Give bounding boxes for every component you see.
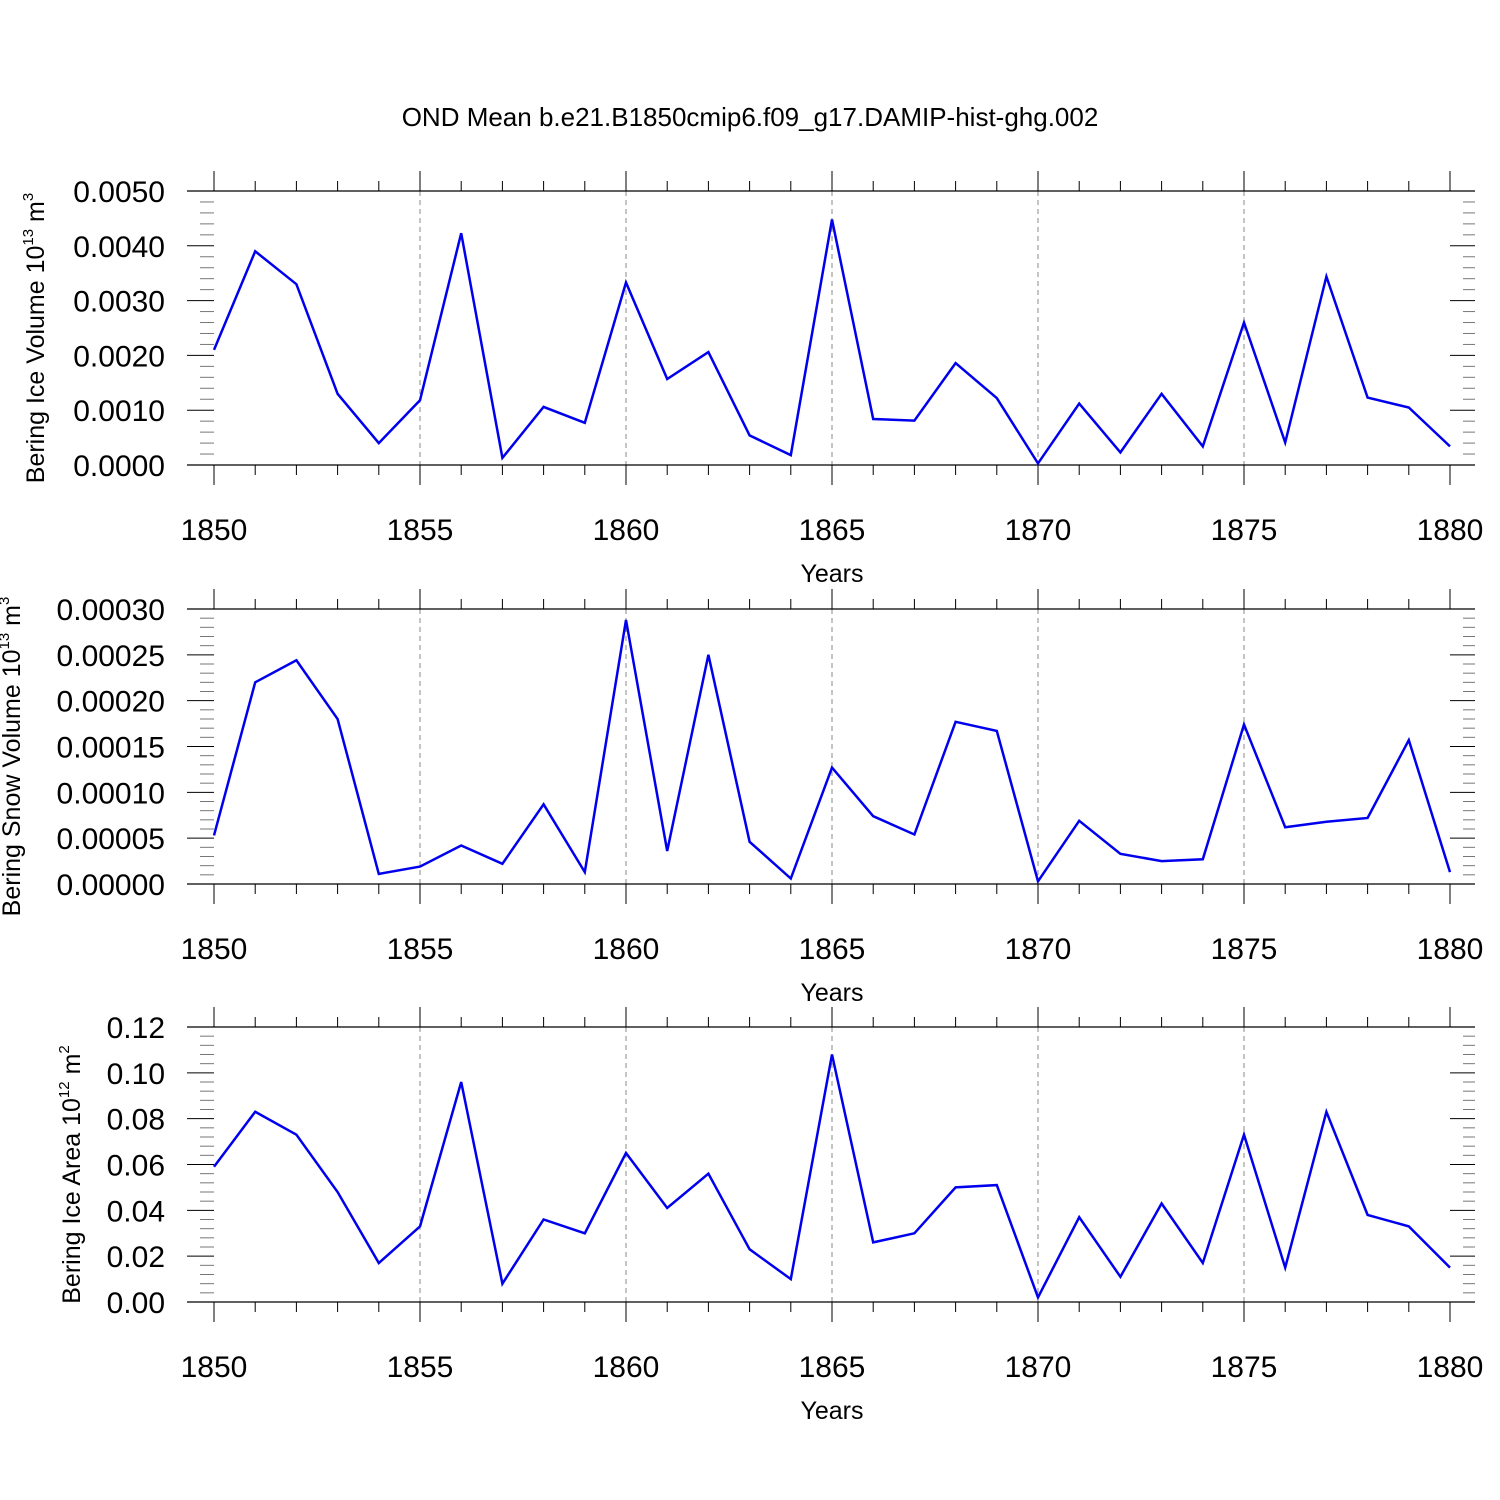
x-axis-label: Years	[800, 979, 863, 1007]
y-tick-label: 0.08	[107, 1104, 165, 1137]
y-tick-label: 0.0030	[73, 286, 165, 319]
y-tick-label: 0.00025	[57, 640, 165, 673]
x-tick-label: 1860	[593, 933, 660, 966]
y-tick-label: 0.06	[107, 1150, 165, 1183]
y-tick-label: 0.0010	[73, 395, 165, 428]
y-tick-label: 0.00005	[57, 823, 165, 856]
x-axis-label: Years	[800, 560, 863, 588]
chart-panel-3: 1850 1855 1860 1865 1870 1875 1880 Years 0.00 0.0…	[56, 1007, 1483, 1425]
x-tick-label: 1855	[387, 514, 454, 547]
y-axis-label: Bering Ice Area 1012 m2	[56, 1045, 86, 1304]
x-tick-label: 1865	[799, 933, 866, 966]
x-tick-label: 1860	[593, 514, 660, 547]
x-tick-label: 1880	[1417, 514, 1484, 547]
series-line	[212, 619, 1452, 885]
x-tick-label: 1870	[1005, 1351, 1072, 1384]
y-tick-label: 0.0020	[73, 340, 165, 373]
y-tick-label: 0.0000	[73, 450, 165, 483]
y-tick-label: 0.00	[107, 1287, 165, 1320]
x-tick-label: 1880	[1417, 1351, 1484, 1384]
x-tick-label: 1850	[181, 1351, 248, 1384]
y-tick-label: 0.00000	[57, 869, 165, 902]
chart-panel-2: 1850 1855 1860 1865 1870 1875 1880 Years 0.00000…	[0, 589, 1483, 1007]
x-tick-label: 1860	[593, 1351, 660, 1384]
x-tick-label: 1865	[799, 514, 866, 547]
figure-title: OND Mean b.e21.B1850cmip6.f09_g17.DAMIP-…	[402, 102, 1099, 132]
y-tick-label: 0.10	[107, 1058, 165, 1091]
y-axis-label: Bering Snow Volume 1013 m3	[0, 597, 26, 917]
chart-panels: 1850 1855 1860 1865 1870 1875 1880Years0.00000…	[0, 171, 1483, 1425]
x-tick-label: 1870	[1005, 933, 1072, 966]
y-tick-label: 0.00015	[57, 732, 165, 765]
y-tick-label: 0.00030	[57, 594, 165, 627]
y-axis-label: Bering Ice Volume 1013 m3	[20, 193, 50, 483]
y-tick-label: 0.00010	[57, 777, 165, 810]
y-tick-label: 0.00020	[57, 686, 165, 719]
x-tick-label: 1850	[181, 514, 248, 547]
chart-panel-1: 1850 1855 1860 1865 1870 1875 1880 Years 0.0000 0…	[20, 171, 1483, 588]
x-tick-label: 1880	[1417, 933, 1484, 966]
y-tick-label: 0.04	[107, 1195, 165, 1228]
x-tick-label: 1855	[387, 933, 454, 966]
x-tick-label: 1875	[1211, 514, 1278, 547]
y-tick-label: 0.12	[107, 1012, 165, 1045]
y-tick-label: 0.0050	[73, 176, 165, 209]
x-tick-label: 1870	[1005, 514, 1072, 547]
x-tick-label: 1875	[1211, 1351, 1278, 1384]
x-axis-label: Years	[800, 1397, 863, 1425]
x-tick-label: 1855	[387, 1351, 454, 1384]
y-tick-label: 0.0040	[73, 231, 165, 264]
x-tick-label: 1875	[1211, 933, 1278, 966]
x-tick-label: 1865	[799, 1351, 866, 1384]
x-tick-label: 1850	[181, 933, 248, 966]
y-tick-label: 0.02	[107, 1241, 165, 1274]
